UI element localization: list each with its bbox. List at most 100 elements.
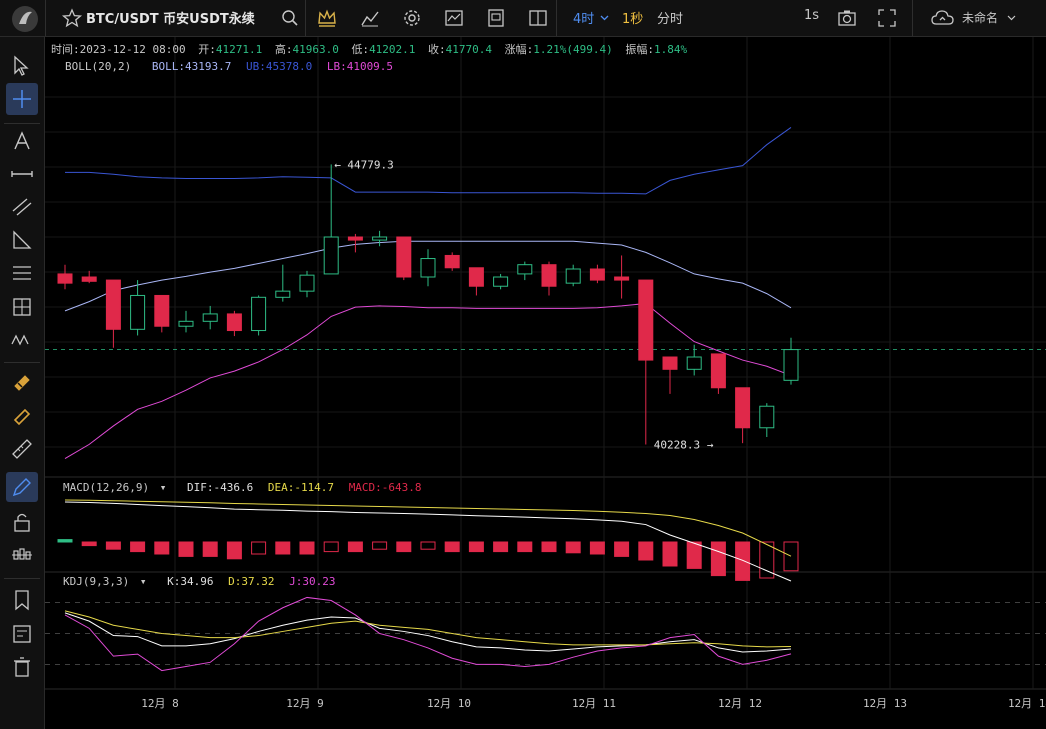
crosshair-icon[interactable]: [10, 87, 34, 111]
macd-bar: [444, 541, 460, 553]
boll-mid-value: BOLL:43193.7: [151, 60, 232, 73]
fullscreen-icon[interactable]: [876, 7, 898, 29]
candle-body: [686, 356, 702, 370]
macd-bar: [396, 541, 412, 553]
interval-1s[interactable]: 1秒: [622, 12, 644, 27]
template-icon[interactable]: [485, 7, 507, 29]
macd-bar: [662, 541, 678, 567]
macd-dea-line: [64, 499, 792, 557]
close-label: 收:: [428, 43, 446, 56]
macd-legend[interactable]: MACD(12,26,9) ▾ DIF:-436.6 DEA:-114.7 MA…: [63, 481, 422, 494]
macd-dropdown-icon[interactable]: ▾: [159, 481, 167, 494]
low-marker: 40228.3 →: [654, 438, 714, 451]
candle-visibility-icon[interactable]: [10, 543, 34, 567]
parallel-channel-icon[interactable]: [10, 195, 34, 219]
chevron-down-icon[interactable]: [600, 13, 609, 22]
macd-bar: [105, 541, 121, 550]
kdj-legend[interactable]: KDJ(9,3,3) ▾ K:34.96 D:37.32 J:30.23: [63, 575, 335, 588]
candle-body: [130, 294, 146, 330]
search-icon[interactable]: [279, 7, 301, 29]
candle-body: [735, 387, 751, 429]
chart-svg[interactable]: ← 44779.3 40228.3 → 12月 8 12月 9 12月 10 12月 11…: [45, 37, 1046, 729]
macd-bar: [541, 541, 557, 553]
layout-chevron-icon[interactable]: [1007, 13, 1016, 22]
candle-body: [372, 236, 388, 241]
settings-icon[interactable]: [401, 7, 423, 29]
candle-body: [57, 273, 73, 284]
boll-lb-value: LB:41009.5: [326, 60, 394, 73]
logo-icon[interactable]: [10, 4, 40, 34]
pen-icon[interactable]: [10, 475, 34, 499]
kdj-name[interactable]: KDJ(9,3,3): [63, 575, 130, 588]
boll-mid-line: [64, 240, 792, 312]
candle-body: [589, 268, 605, 281]
magnet-weak-icon[interactable]: [10, 405, 34, 429]
candle-body: [178, 320, 194, 327]
cloud-icon[interactable]: [930, 7, 956, 29]
triangle-tool-icon[interactable]: [10, 228, 34, 252]
macd-bar: [638, 541, 654, 561]
macd-bar: [589, 541, 605, 555]
timescale-label[interactable]: 1s: [804, 8, 820, 23]
macd-bar: [130, 541, 146, 553]
camera-icon[interactable]: [836, 7, 858, 29]
macd-bar: [299, 541, 315, 555]
candle-body: [154, 294, 170, 327]
chart-type-icon[interactable]: [443, 7, 465, 29]
macd-bar: [783, 541, 799, 572]
rectangle-tool-icon[interactable]: [10, 295, 34, 319]
indicator-icon[interactable]: [359, 7, 381, 29]
layout-name[interactable]: 未命名: [962, 11, 999, 25]
crown-icon[interactable]: [316, 7, 338, 29]
star-icon[interactable]: [61, 7, 83, 29]
text-tool-icon[interactable]: [10, 129, 34, 153]
candle-body: [275, 290, 291, 298]
interval-4h[interactable]: 4时: [573, 12, 595, 27]
trash-icon[interactable]: [10, 655, 34, 679]
magnet-strong-icon[interactable]: [10, 371, 34, 395]
x-axis-label: 12月 8: [141, 697, 179, 710]
candle-body: [444, 254, 460, 269]
candle-body: [759, 405, 775, 429]
candle-body: [347, 236, 363, 241]
candle-body: [299, 274, 315, 292]
layout-icon[interactable]: [527, 7, 549, 29]
kdj-dropdown-icon[interactable]: ▾: [139, 575, 147, 588]
wave-tool-icon[interactable]: [10, 328, 34, 352]
candle-body: [493, 276, 509, 287]
macd-bar: [468, 541, 484, 553]
horizontal-line-icon[interactable]: [10, 162, 34, 186]
cursor-icon[interactable]: [10, 54, 34, 78]
macd-dif-line: [64, 501, 792, 582]
macd-name[interactable]: MACD(12,26,9): [63, 481, 150, 494]
top-toolbar: BTC/USDT 币安USDT永续 4时 1秒 分时 1s: [0, 0, 1046, 37]
x-axis-label: 12月 11: [572, 697, 616, 710]
x-axis-label: 12月 9: [286, 697, 324, 710]
candle-body: [710, 353, 726, 389]
chart-area[interactable]: ← 44779.3 40228.3 → 12月 8 12月 9 12月 10 12月 11…: [45, 37, 1046, 729]
interval-minute[interactable]: 分时: [657, 12, 684, 27]
boll-legend[interactable]: BOLL(20,2) BOLL:43193.7 UB:45378.0 LB:41…: [65, 60, 393, 73]
candle-body: [251, 296, 267, 332]
symbol-title[interactable]: BTC/USDT 币安USDT永续: [86, 12, 255, 27]
boll-upper-line: [65, 127, 792, 195]
macd-bar: [735, 541, 751, 581]
high-marker: ← 44779.3: [334, 158, 394, 171]
ruler-icon[interactable]: [10, 437, 34, 461]
ohlc-info-row: 时间:2023-12-12 08:00 开:41271.1 高:41963.0 …: [51, 41, 687, 57]
amp-value: 1.84%: [654, 43, 688, 56]
macd-bar: [420, 541, 436, 550]
kdj-j-line: [64, 596, 792, 672]
macd-bar: [57, 539, 73, 543]
fib-lines-icon[interactable]: [10, 261, 34, 285]
boll-name[interactable]: BOLL(20,2): [65, 60, 132, 73]
x-axis-label: 12月 14: [1008, 697, 1046, 710]
kdj-d-line: [64, 610, 792, 648]
macd-bar: [493, 541, 509, 553]
lock-icon[interactable]: [10, 510, 34, 534]
x-axis-label: 12月 10: [427, 697, 471, 710]
macd-bar: [275, 541, 291, 555]
candle-body: [105, 279, 121, 330]
bookmark-icon[interactable]: [10, 588, 34, 612]
edit-list-icon[interactable]: [10, 622, 34, 646]
